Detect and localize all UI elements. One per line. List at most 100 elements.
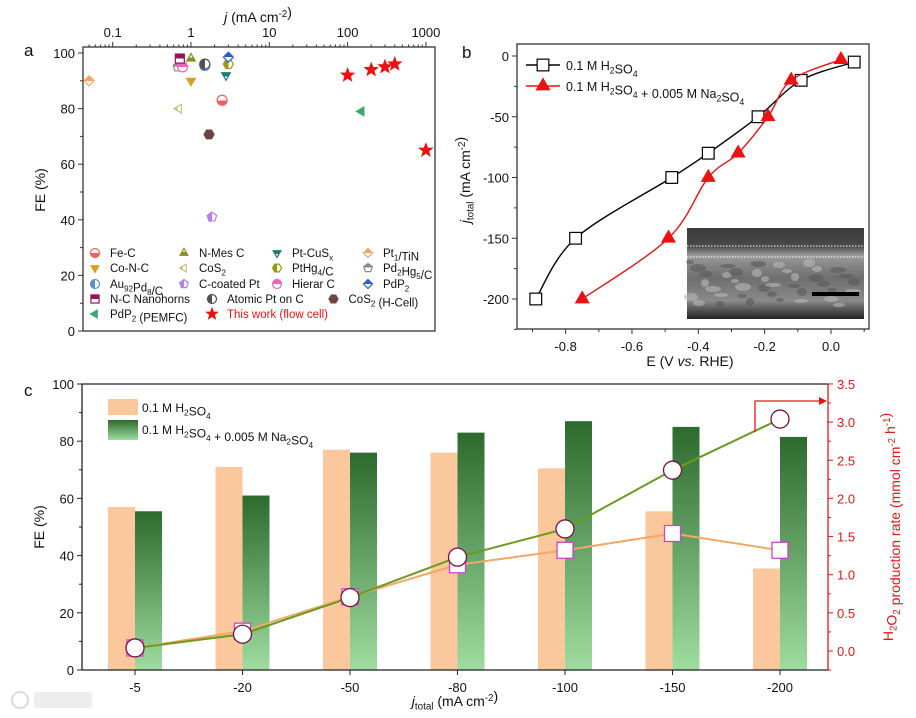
legend-label: Pt-CuSx: [292, 248, 333, 263]
text-run: 40: [61, 213, 75, 228]
x-tick-label: -200: [767, 680, 793, 695]
text-run: 20: [61, 268, 75, 283]
legend-label: Pd2Hg5/C: [383, 263, 432, 282]
bar-h2so4-na2so4: [350, 452, 377, 670]
legend-label: PdP2: [383, 279, 410, 294]
legend-label: PtHg4/C: [292, 263, 334, 279]
x-tick-label: -20: [233, 680, 252, 695]
data-point: [701, 146, 715, 160]
legend-marker: [535, 77, 551, 91]
legend-label: Atomic Pt on C: [227, 294, 304, 306]
y-axis-title: FE (%): [32, 168, 48, 212]
text-run: 100: [52, 377, 74, 392]
text-run: ): [877, 413, 893, 418]
data-point: [730, 144, 746, 158]
legend-marker: [89, 278, 101, 290]
rate-point-square: [663, 524, 682, 543]
panel-b-polarization-chart: -0.8 -0.6 -0.4 -0.2 0.0 0 -50 -100 -150 -200 E (V …: [452, 43, 870, 369]
text-run: -100: [552, 680, 578, 695]
sem-texture: [699, 271, 713, 277]
subscript: 4: [206, 433, 211, 443]
x-axis-var: j: [410, 693, 416, 709]
legend-label: C-coated Pt: [199, 279, 261, 291]
text-run: 0.1 M H: [566, 80, 610, 94]
sem-texture: [812, 266, 822, 272]
text-run: 100: [337, 25, 359, 40]
x-tick-label: 100: [337, 25, 359, 40]
data-point: [660, 229, 677, 243]
subscript: 2: [405, 285, 410, 294]
sem-texture: [776, 298, 784, 302]
data-point: [199, 58, 211, 70]
text-run: SO: [189, 405, 206, 419]
sem-texture: [750, 261, 766, 267]
text-run: -80: [448, 680, 467, 695]
y2-axis-title: H2O2 production rate (mmol cm-2 h-1): [877, 413, 903, 641]
text-run: N-Mes C: [199, 248, 244, 260]
subscript: 2: [184, 430, 189, 440]
sem-texture: [701, 279, 709, 287]
panel-c-bar-chart: 0 20 40 60 80 100 0.0 0.5 1.0 1.5 2.0 2.5 3.0 3.5 -5 -2…: [31, 377, 903, 713]
sem-texture: [797, 288, 807, 296]
subscript: 1: [394, 254, 399, 263]
sem-texture: [767, 291, 777, 297]
text-run: 0.1 M H: [142, 423, 184, 437]
text-run: 0.0: [837, 644, 855, 659]
y-tick-label: 20: [60, 606, 74, 621]
panel-a-scatter-chart: 0.1 1 10 100 1000 0 20 40 60 80 100 j (mA cm-2) FE (…: [32, 4, 440, 339]
x-tick-label: 10: [262, 25, 276, 40]
x-tick-label: -0.8: [554, 339, 576, 354]
sem-texture: [686, 260, 694, 264]
legend-marker: [179, 278, 189, 289]
legend-label: Au92Pd8/C: [110, 279, 163, 298]
y2-tick-label: 2.0: [837, 491, 855, 506]
y2-tick-label: 3.0: [837, 415, 855, 430]
data-point: [185, 77, 197, 88]
text-run: -200: [483, 292, 509, 307]
text-run: Pd: [133, 283, 147, 295]
sem-texture: [752, 269, 762, 277]
text-run: -20: [233, 680, 252, 695]
legend-marker: [536, 58, 550, 72]
legend-marker: [89, 309, 98, 319]
y-tick-label: -200: [483, 292, 509, 307]
text-run: -100: [483, 171, 509, 186]
text-run: /C: [152, 286, 164, 298]
text-run: /C: [322, 267, 334, 279]
rate-point-square: [556, 541, 574, 559]
sem-texture: [720, 264, 736, 268]
subscript: 4: [318, 269, 323, 278]
y-axis-title: FE (%): [31, 505, 47, 549]
text-run: (mA cm: [227, 9, 278, 25]
sem-texture: [731, 279, 739, 283]
x-axis-title: E (V vs. RHE): [646, 353, 733, 369]
text-run: (mA cm: [457, 150, 473, 201]
legend-swatch-h2so4-na2so4: [108, 420, 138, 440]
x-tick-label: 0.0: [822, 339, 840, 354]
text-run: -0.2: [753, 339, 775, 354]
sem-inset-image: [684, 228, 864, 319]
x-axis-title: jtotal (mA cm-2): [410, 688, 498, 713]
legend-label: N-Mes C: [199, 248, 244, 260]
arrow-head-icon: [819, 397, 827, 405]
subscript: 2: [716, 94, 721, 104]
x-tick-label: -5: [129, 680, 141, 695]
text-run: -150: [659, 680, 685, 695]
text-run: O: [884, 615, 900, 626]
subscript: 4: [739, 97, 744, 107]
legend-marker: [363, 262, 373, 273]
y-tick-label: -50: [490, 110, 509, 125]
legend-label: CoS2: [199, 263, 226, 278]
data-point: [377, 58, 393, 74]
legend-marker: [205, 306, 219, 320]
text-run: 3.5: [837, 377, 855, 392]
text-run: h: [882, 426, 898, 438]
y2-tick-label: 0.0: [837, 644, 855, 659]
legend-label: PdP2 (PEMFC): [110, 309, 188, 325]
legend-marker: [178, 263, 187, 273]
subscript: x: [329, 254, 333, 263]
subscript: 2: [221, 269, 226, 278]
text-run: Co-N-C: [110, 263, 149, 275]
subscript: 4: [633, 69, 638, 79]
